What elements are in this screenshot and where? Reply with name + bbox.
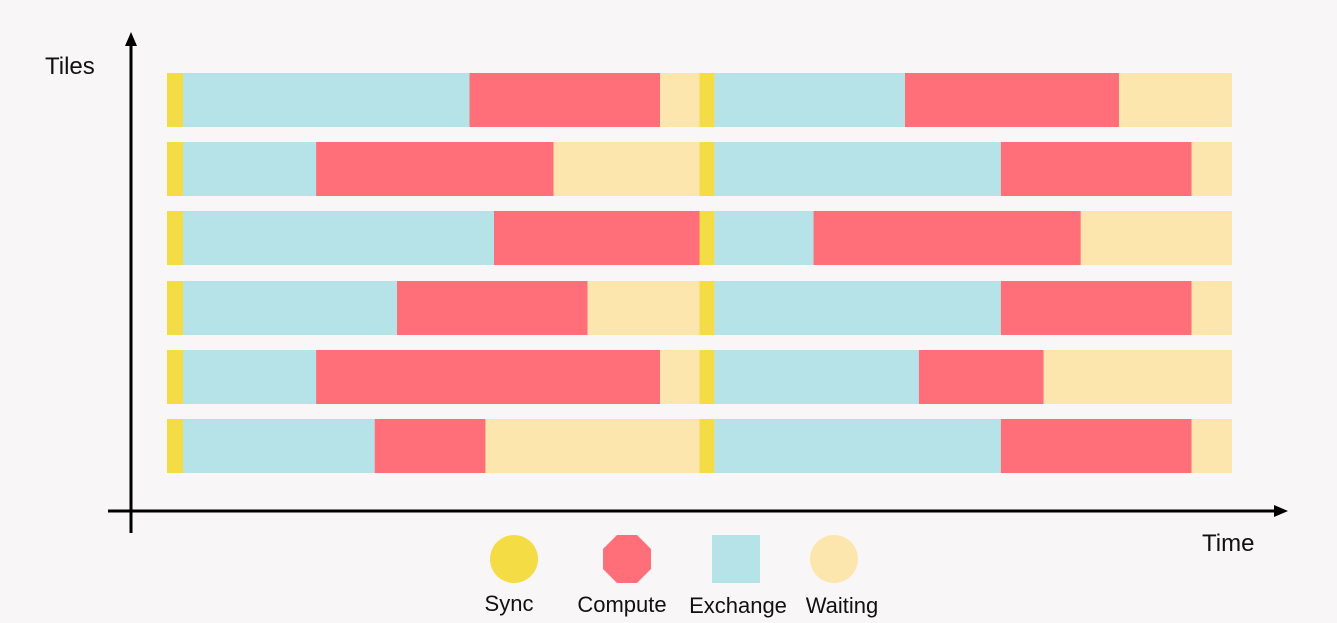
bar-tile-2-sync-1 <box>167 142 183 196</box>
x-axis-title: Time <box>1202 530 1255 557</box>
legend-waiting-icon <box>810 535 858 583</box>
legend-exchange-label: Exchange <box>689 593 787 618</box>
bar-tile-5-waiting-8 <box>1043 350 1232 404</box>
y-axis-arrow <box>125 32 137 46</box>
bar-tile-1-compute-7 <box>905 73 1120 127</box>
bars-group <box>167 73 1232 473</box>
bar-tile-6-compute-3 <box>374 419 486 473</box>
bar-tile-4-waiting-8 <box>1191 281 1232 335</box>
bar-tile-3-exchange-2 <box>183 211 494 265</box>
bar-tile-4-sync-5 <box>699 281 715 335</box>
bar-tile-2-exchange-2 <box>183 142 317 196</box>
bar-tile-6-waiting-4 <box>485 419 700 473</box>
bar-tile-5-sync-1 <box>167 350 183 404</box>
bar-tile-4-waiting-4 <box>587 281 700 335</box>
bar-tile-2-compute-7 <box>1000 142 1192 196</box>
bar-tile-3-sync-1 <box>167 211 183 265</box>
bar-tile-1-sync-1 <box>167 73 183 127</box>
bar-tile-5-compute-7 <box>918 350 1044 404</box>
bar-tile-2-waiting-4 <box>553 142 700 196</box>
bar-tile-3-compute-3 <box>494 211 700 265</box>
bar-tile-4-compute-7 <box>1000 281 1192 335</box>
bar-tile-2-sync-5 <box>699 142 715 196</box>
bar-tile-4-sync-1 <box>167 281 183 335</box>
legend-waiting-label: Waiting <box>805 593 879 618</box>
bar-tile-2-exchange-6 <box>714 142 1001 196</box>
bar-tile-3-compute-6 <box>813 211 1081 265</box>
bar-tile-6-sync-5 <box>699 419 715 473</box>
axes-group <box>108 32 1288 533</box>
bar-tile-5-exchange-2 <box>183 350 317 404</box>
bar-tile-2-compute-3 <box>316 142 554 196</box>
bar-tile-4-exchange-2 <box>183 281 398 335</box>
bar-tile-4-exchange-6 <box>714 281 1001 335</box>
bar-tile-1-exchange-6 <box>714 73 905 127</box>
bar-tile-5-sync-5 <box>699 350 715 404</box>
bar-tile-6-sync-1 <box>167 419 183 473</box>
bar-tile-5-exchange-6 <box>714 350 919 404</box>
bar-tile-6-waiting-8 <box>1191 419 1232 473</box>
bar-tile-6-exchange-6 <box>714 419 1001 473</box>
bar-tile-6-compute-7 <box>1000 419 1192 473</box>
bar-tile-3-waiting-7 <box>1080 211 1232 265</box>
bar-tile-1-waiting-4 <box>660 73 700 127</box>
bar-tile-3-sync-4 <box>699 211 715 265</box>
legend-compute-icon <box>603 535 651 583</box>
bar-tile-5-waiting-4 <box>660 350 700 404</box>
legend-exchange-icon <box>712 535 760 583</box>
bar-tile-3-exchange-5 <box>714 211 814 265</box>
bar-tile-1-compute-3 <box>469 73 661 127</box>
bar-tile-6-exchange-2 <box>183 419 375 473</box>
bar-tile-5-compute-3 <box>316 350 661 404</box>
legend-sync-icon <box>490 535 538 583</box>
bar-tile-1-waiting-8 <box>1119 73 1232 127</box>
legend-sync-label: Sync <box>484 591 534 616</box>
bar-tile-1-sync-5 <box>699 73 715 127</box>
x-axis-arrow <box>1274 505 1288 517</box>
legend-compute-label: Compute <box>577 592 667 617</box>
bar-tile-1-exchange-2 <box>183 73 470 127</box>
y-axis-title: Tiles <box>45 53 95 80</box>
bar-tile-2-waiting-8 <box>1191 142 1232 196</box>
bar-tile-4-compute-3 <box>397 281 588 335</box>
